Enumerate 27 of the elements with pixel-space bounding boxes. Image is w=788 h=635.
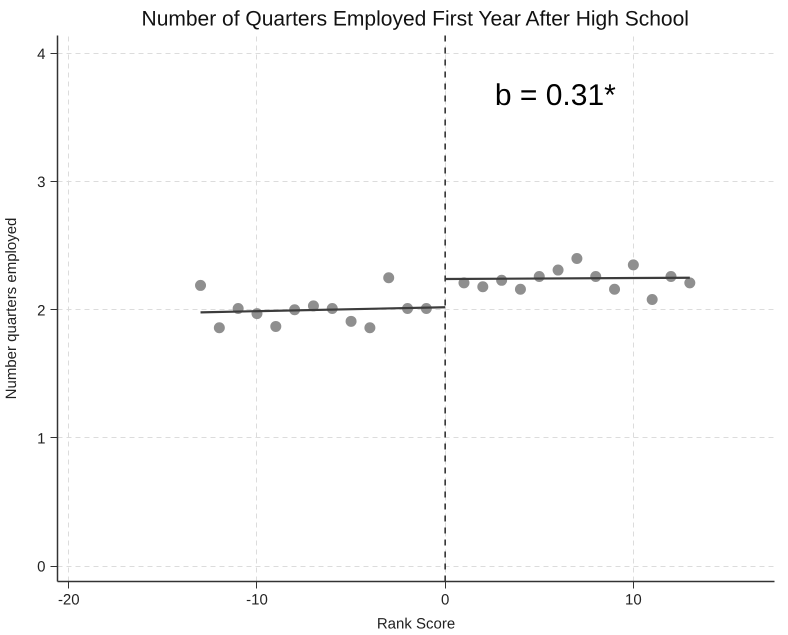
point — [552, 264, 564, 276]
point — [571, 253, 582, 264]
point — [214, 322, 225, 334]
x-tick-label: -10 — [246, 592, 268, 608]
point — [646, 294, 658, 306]
point — [364, 322, 376, 334]
point — [684, 277, 696, 288]
point — [477, 281, 488, 292]
point — [628, 259, 639, 270]
y-tick-label: 1 — [37, 430, 46, 448]
annotation: b = 0.31* — [494, 78, 616, 112]
point — [270, 320, 282, 332]
y-axis-title: Number quarters employed — [3, 218, 20, 400]
x-tick-label: 0 — [441, 592, 450, 608]
x-tick-label: 10 — [625, 592, 642, 608]
point — [195, 280, 206, 291]
y-tick-label: 2 — [37, 302, 46, 320]
x-tick-label: -20 — [58, 592, 80, 608]
y-tick-label: 3 — [37, 174, 46, 192]
point — [383, 272, 394, 284]
point — [346, 316, 357, 327]
x-axis-title: Rank Score — [376, 616, 456, 632]
y-tick-label: 4 — [37, 46, 46, 63]
point — [514, 284, 526, 295]
point — [609, 284, 620, 295]
chart-title: Number of Quarters Employed First Year After High School — [142, 8, 689, 30]
y-tick-label: 0 — [37, 558, 46, 576]
